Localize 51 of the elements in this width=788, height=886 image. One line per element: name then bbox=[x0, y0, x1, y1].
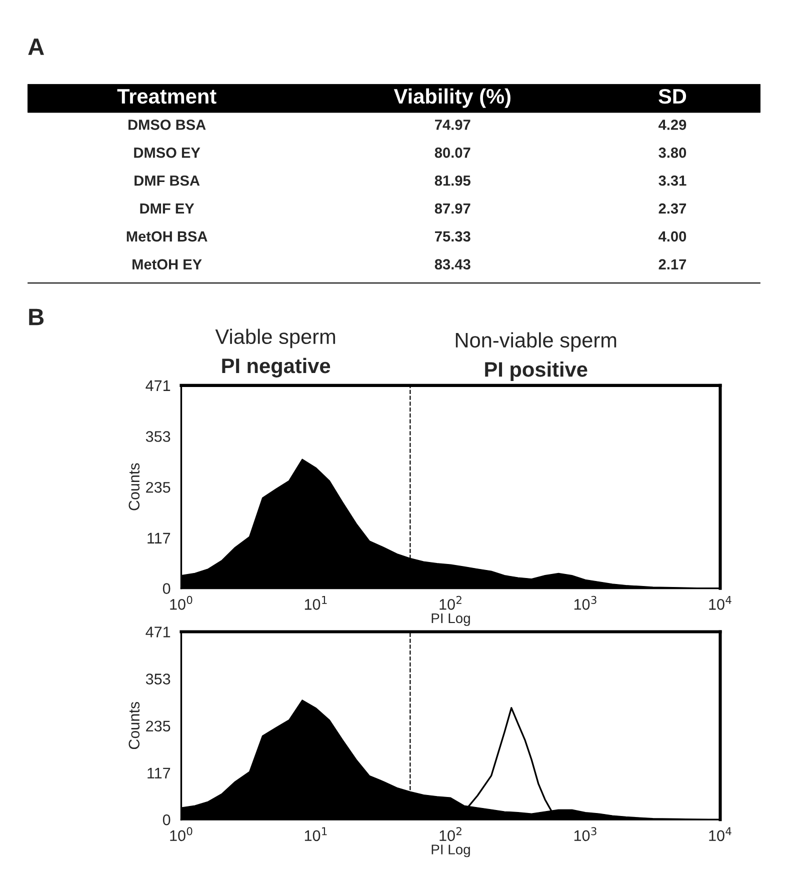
y-axis-title: Counts bbox=[128, 463, 140, 510]
text: 83.43 bbox=[434, 259, 470, 270]
text: PI negative bbox=[222, 358, 330, 378]
text: Non-viable sperm bbox=[456, 332, 616, 352]
y-tick-label: 353 bbox=[146, 674, 170, 684]
text: 2.17 bbox=[658, 259, 686, 270]
x-axis-title: PI Log bbox=[432, 844, 470, 858]
x-tick-label: 10$^{0}$ bbox=[170, 827, 192, 842]
text: PI positive bbox=[485, 362, 588, 381]
chart-title: B bbox=[29, 308, 44, 326]
text: 81.95 bbox=[434, 175, 470, 186]
y-tick-label: 235 bbox=[146, 482, 170, 493]
text: 2.37 bbox=[658, 203, 686, 214]
text: Viability (%) bbox=[394, 88, 510, 108]
text: DMSO BSA bbox=[128, 120, 206, 130]
text: SD bbox=[658, 88, 686, 104]
text: DMSO EY bbox=[134, 148, 200, 158]
y-tick-label: 0 bbox=[162, 814, 170, 826]
text: 3.31 bbox=[658, 175, 686, 186]
x-tick-label: 10$^{1}$ bbox=[304, 596, 327, 610]
text: 3.80 bbox=[658, 148, 686, 158]
y-tick-label: 0 bbox=[162, 583, 170, 594]
y-tick-label: 353 bbox=[146, 431, 170, 442]
x-tick-label: 10$^{2}$ bbox=[440, 827, 462, 842]
x-tick-label: 10$^{1}$ bbox=[304, 827, 327, 842]
y-axis-title: Counts bbox=[128, 702, 140, 750]
text: 80.07 bbox=[434, 148, 470, 158]
text: A bbox=[28, 38, 44, 55]
y-tick-label: 471 bbox=[146, 380, 170, 391]
text: Treatment bbox=[117, 89, 216, 104]
text: DMF BSA bbox=[134, 175, 200, 186]
text: DMF EY bbox=[140, 204, 194, 214]
x-tick-label: 10$^{4}$ bbox=[709, 596, 732, 610]
y-tick-label: 117 bbox=[148, 768, 170, 778]
text: 4.00 bbox=[658, 231, 686, 242]
x-tick-label: 10$^{3}$ bbox=[574, 827, 596, 842]
y-tick-label: 235 bbox=[146, 720, 170, 732]
text: Viable sperm bbox=[215, 328, 336, 348]
x-tick-label: 10$^{3}$ bbox=[574, 596, 596, 610]
text: MetOH BSA bbox=[126, 231, 208, 242]
text: 4.29 bbox=[658, 120, 686, 130]
x-tick-label: 10$^{2}$ bbox=[440, 596, 462, 610]
text: MetOH EY bbox=[132, 259, 202, 270]
x-tick-label: 10$^{0}$ bbox=[170, 596, 192, 610]
y-tick-label: 117 bbox=[148, 532, 170, 544]
text: 75.33 bbox=[435, 231, 470, 242]
text: 87.97 bbox=[434, 203, 470, 214]
x-axis-title: PI Log bbox=[432, 613, 470, 626]
y-tick-label: 471 bbox=[146, 626, 170, 638]
x-tick-label: 10$^{4}$ bbox=[709, 827, 732, 842]
text: 74.97 bbox=[435, 120, 470, 130]
